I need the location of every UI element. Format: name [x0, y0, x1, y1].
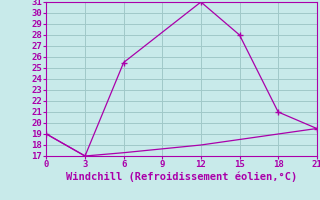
X-axis label: Windchill (Refroidissement éolien,°C): Windchill (Refroidissement éolien,°C) [66, 172, 297, 182]
